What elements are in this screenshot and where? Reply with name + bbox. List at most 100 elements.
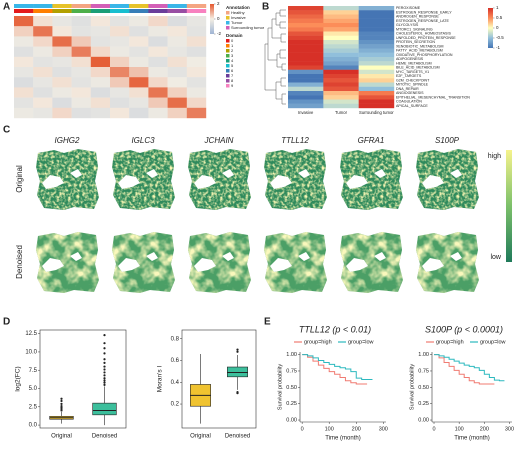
colorbar-label: 0: [217, 16, 220, 21]
heatmap-cell: [288, 78, 324, 83]
legend-label: 1: [231, 43, 234, 48]
heatmap-cell: [358, 86, 395, 92]
heatmap-cell: [323, 91, 359, 96]
outlier: [60, 402, 63, 405]
outlier: [103, 342, 106, 345]
heatmap-cell: [288, 52, 324, 58]
heatmap-cell: [358, 40, 395, 45]
heatmap-cell: [90, 77, 111, 88]
heatmap-cell: [358, 57, 395, 62]
domain-bar: [186, 9, 207, 13]
heatmap-cell: [52, 67, 72, 78]
spatial-map: [414, 230, 480, 294]
legend-label: Surrounding tumor: [231, 25, 265, 30]
legend-label: 0: [231, 38, 234, 43]
colorbar-label: 1: [496, 5, 499, 10]
x-tick-label: 200: [480, 426, 489, 432]
legend-swatch: [226, 39, 230, 43]
legend-label: 9: [231, 83, 234, 88]
heatmap-cell: [323, 10, 359, 15]
legend-label: Invasive: [231, 15, 246, 20]
row-label: BILE_ACID_METABOLISM: [396, 66, 440, 70]
colorbar-label: -0.5: [496, 35, 504, 40]
annotation-bar: [167, 4, 187, 8]
row-label: ANGIOGENESIS: [396, 91, 424, 95]
outlier: [60, 399, 63, 403]
heatmap-cell: [358, 27, 395, 32]
x-tick-label: 0: [301, 426, 304, 432]
heatmap-cell: [358, 31, 395, 36]
heatmap-cell: [288, 74, 324, 79]
outlier: [103, 381, 106, 384]
row-label: ESTROGEN_RESPONSE_EARLY: [396, 10, 452, 14]
heatmap-cell: [90, 97, 111, 108]
annotation-bar: [129, 4, 149, 8]
legend-swatch: [226, 84, 230, 88]
heatmap-cell: [14, 56, 34, 68]
row-label: OXIDATIVE_PHOSPHORYLATION: [396, 53, 453, 57]
spatial-map: [34, 230, 100, 294]
outlier: [103, 374, 106, 377]
y-axis-label: Survival probability: [277, 364, 283, 410]
heatmap-cell: [14, 36, 34, 47]
heatmap-cell: [71, 87, 91, 98]
colorbar-label: 0: [496, 25, 499, 30]
spatial-map: [110, 230, 176, 294]
annotation-bar: [14, 4, 34, 8]
y-tick-label: 0.8: [171, 336, 180, 342]
column-label: Tumor: [335, 110, 348, 115]
heatmap-cell: [288, 31, 324, 36]
heatmap-cell: [288, 14, 324, 19]
heatmap-cell: [358, 95, 395, 100]
heatmap-cell: [148, 97, 168, 108]
outlier: [103, 377, 106, 380]
heatmap-cell: [71, 107, 91, 119]
heatmap-cell: [52, 107, 72, 119]
heatmap-cell: [358, 48, 395, 53]
y-tick-label: 0.25: [418, 401, 429, 407]
heatmap-cell: [110, 36, 130, 47]
outlier: [103, 371, 106, 374]
heatmap-cell: [14, 107, 34, 119]
y-tick-label: 0.0: [29, 423, 38, 429]
heatmap-cell: [323, 74, 359, 79]
heatmap-cell: [288, 6, 324, 11]
row-label: G2M_CHECKPOINT: [396, 78, 430, 82]
y-tick-label: 12.5: [25, 331, 37, 337]
heatmap-cell: [148, 46, 168, 57]
heatmap-cell: [129, 107, 149, 119]
heatmap-cell: [288, 82, 324, 87]
row-label: MTORC1_SIGNALING: [396, 27, 433, 31]
domain-bar: [90, 9, 111, 13]
domain-bar: [129, 9, 149, 13]
heatmap-cell: [167, 67, 187, 78]
heatmap-cell: [323, 44, 359, 49]
heatmap-cell: [90, 87, 111, 98]
spatial-map: [262, 147, 328, 211]
heatmap-cell: [129, 36, 149, 47]
row-label: Denoised: [15, 245, 24, 279]
row-label: APICAL_SURFACE: [396, 104, 428, 108]
legend-swatch: [226, 74, 230, 78]
heatmap-cell: [33, 16, 53, 27]
legend-label: 6: [231, 68, 234, 73]
heatmap-cell: [33, 107, 53, 119]
heatmap-cell: [167, 107, 187, 119]
x-tick-label: 100: [455, 426, 464, 432]
heatmap-cell: [14, 26, 34, 37]
heatmap-cell: [110, 87, 130, 98]
heatmap-cell: [33, 67, 53, 78]
legend-label: 2: [231, 48, 234, 53]
y-tick-label: 0.00: [286, 417, 297, 423]
heatmap-cell: [129, 16, 149, 27]
outlier: [103, 368, 106, 371]
y-axis-label: log2(FC): [15, 366, 22, 391]
heatmap-cell: [71, 97, 91, 108]
heatmap-cell: [358, 14, 395, 19]
outlier: [236, 350, 239, 353]
heatmap-cell: [358, 69, 395, 75]
outlier: [103, 352, 106, 355]
heatmap-cell: [323, 14, 359, 19]
annotation-bar: [90, 4, 111, 8]
heatmap-cell: [129, 87, 149, 98]
